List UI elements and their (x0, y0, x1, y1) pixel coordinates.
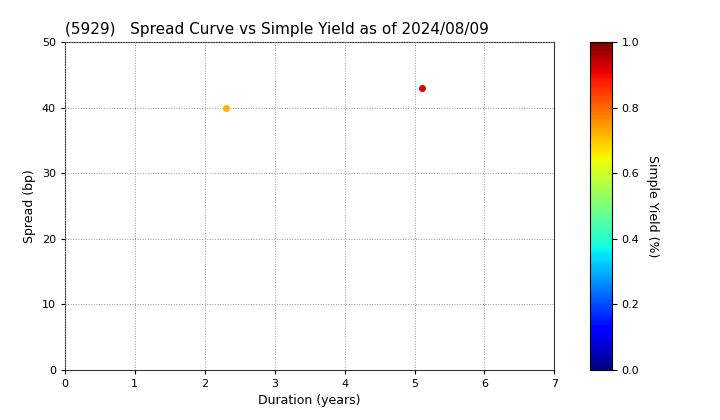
Y-axis label: Spread (bp): Spread (bp) (23, 169, 36, 243)
X-axis label: Duration (years): Duration (years) (258, 394, 361, 407)
Y-axis label: Simple Yield (%): Simple Yield (%) (646, 155, 659, 257)
Text: (5929)   Spread Curve vs Simple Yield as of 2024/08/09: (5929) Spread Curve vs Simple Yield as o… (65, 22, 489, 37)
Point (415, 84, 427, 91)
Point (220, 104, 231, 111)
